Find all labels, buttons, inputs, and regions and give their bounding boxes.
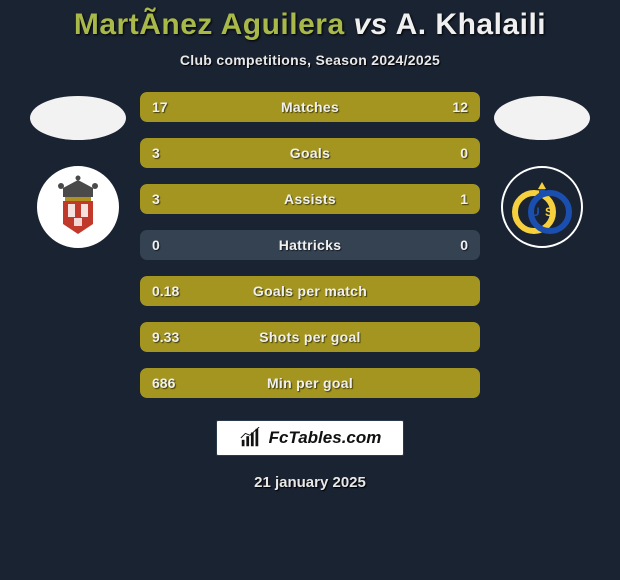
svg-text:U: U [531,205,540,219]
stat-value-right: 0 [410,237,480,253]
vs-text: vs [353,8,387,41]
stat-label: Assists [210,191,410,207]
player1-club-crest [37,166,119,248]
stat-value-left: 9.33 [140,329,210,345]
stat-value-left: 686 [140,375,210,391]
stat-label: Hattricks [210,237,410,253]
stat-row: 686Min per goal [140,368,480,398]
crest-left-icon [43,172,113,242]
chart-icon [239,427,261,449]
player2-photo-placeholder [494,96,590,140]
stat-row: 17Matches12 [140,92,480,122]
svg-text:S: S [545,205,553,219]
stat-label: Min per goal [210,375,410,391]
stat-label: Matches [210,99,410,115]
stat-row: 0Hattricks0 [140,230,480,260]
stat-label: Goals per match [210,283,410,299]
stat-row: 3Assists1 [140,184,480,214]
player1-photo-placeholder [30,96,126,140]
brand-text: FcTables.com [269,428,382,448]
content-row: 17Matches123Goals03Assists10Hattricks00.… [0,92,620,398]
stat-value-left: 3 [140,145,210,161]
brand-badge: FcTables.com [216,420,405,456]
stat-row: 3Goals0 [140,138,480,168]
stat-value-left: 3 [140,191,210,207]
stat-bars: 17Matches123Goals03Assists10Hattricks00.… [140,92,480,398]
comparison-card: MartÃnez Aguilera vs A. Khalaili Club co… [0,0,620,580]
stat-value-left: 17 [140,99,210,115]
stat-value-right: 12 [410,99,480,115]
player1-name: MartÃnez Aguilera [74,8,345,41]
player2-club-crest: U S [501,166,583,248]
stat-value-left: 0.18 [140,283,210,299]
stat-value-right: 1 [410,191,480,207]
right-side: U S [494,92,590,248]
stat-label: Goals [210,145,410,161]
player2-name: A. Khalaili [396,8,547,41]
stat-label: Shots per goal [210,329,410,345]
crest-right-icon: U S [507,172,577,242]
stat-row: 0.18Goals per match [140,276,480,306]
subtitle: Club competitions, Season 2024/2025 [180,52,440,68]
stat-value-left: 0 [140,237,210,253]
page-title: MartÃnez Aguilera vs A. Khalaili [74,8,546,42]
date-text: 21 january 2025 [254,474,366,491]
stat-value-right: 0 [410,145,480,161]
stat-row: 9.33Shots per goal [140,322,480,352]
left-side [30,92,126,248]
